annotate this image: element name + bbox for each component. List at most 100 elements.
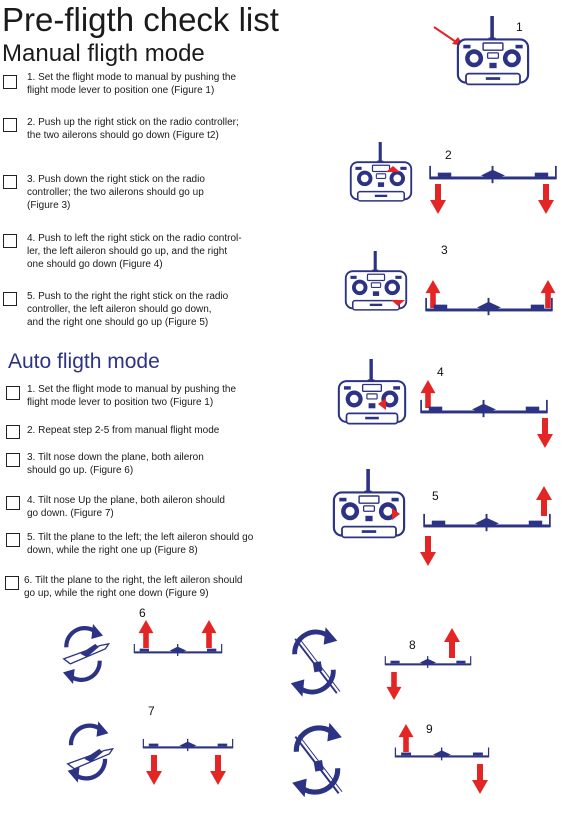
aileron-down-arrow xyxy=(146,755,162,785)
stick-arrow xyxy=(392,508,400,520)
manual-mode-heading: Manual fligth mode xyxy=(2,40,205,67)
aileron-down-arrow xyxy=(386,672,402,700)
checkbox[interactable] xyxy=(3,118,17,132)
plane-wing-icon xyxy=(425,297,553,317)
plane-wing-icon xyxy=(394,746,490,761)
radio-controller-icon xyxy=(337,357,407,425)
manual-step-1: 1. Set the flight mode to manual by push… xyxy=(3,72,303,102)
step-text-line: 3. Tilt nose down the plane, both ailero… xyxy=(27,452,204,463)
figure-label-4: 4 xyxy=(437,365,444,379)
stick-arrow xyxy=(391,300,405,306)
checkbox[interactable] xyxy=(6,453,20,467)
figure-2 xyxy=(349,140,557,214)
plane-wing-icon xyxy=(384,655,472,669)
figure-label-3: 3 xyxy=(441,243,448,257)
figure-8 xyxy=(291,627,472,700)
step-text-line: 1. Set the flight mode to manual by push… xyxy=(27,72,237,83)
stick-arrow xyxy=(378,398,386,410)
figure-label-1: 1 xyxy=(516,20,523,34)
aileron-up-arrow xyxy=(444,628,460,658)
checkbox[interactable] xyxy=(6,386,20,400)
figure-5 xyxy=(332,467,552,566)
figure-label-9: 9 xyxy=(426,722,433,736)
step-text-line: (Figure 3) xyxy=(27,200,71,211)
plane-wing-icon xyxy=(429,165,557,185)
aileron-down-arrow xyxy=(420,536,436,566)
figure-9 xyxy=(292,723,490,797)
step-text-line: 3. Push down the right stick on the radi… xyxy=(27,174,205,185)
step-text-line: 4. Push to left the right stick on the r… xyxy=(27,233,242,244)
aileron-up-arrow xyxy=(420,380,436,408)
auto-mode-heading: Auto fligth mode xyxy=(8,350,160,373)
page-title: Pre-fligth check list xyxy=(2,1,279,38)
step-text-line: 5. Tilt the plane to the left; the left … xyxy=(27,532,254,543)
aileron-up-arrow xyxy=(425,280,441,308)
auto-step-6: 6. Tilt the plane to the right, the left… xyxy=(5,575,305,605)
checkbox[interactable] xyxy=(3,175,17,189)
aileron-up-arrow xyxy=(201,620,217,648)
plane-wing-icon xyxy=(420,398,548,419)
auto-step-5: 5. Tilt the plane to the left; the left … xyxy=(6,532,306,562)
manual-step-4: 4. Push to left the right stick on the r… xyxy=(3,233,303,275)
aileron-down-arrow xyxy=(210,755,226,785)
aileron-down-arrow xyxy=(430,184,446,214)
rotation-arrows-icon xyxy=(292,723,342,797)
checkbox[interactable] xyxy=(3,292,17,306)
step-text-line: 1. Set the flight mode to manual by push… xyxy=(27,384,237,395)
step-text-line: down, while the right one up (Figure 8) xyxy=(27,545,198,556)
figure-1 xyxy=(433,14,530,86)
radio-controller-icon xyxy=(456,14,530,86)
auto-step-2: 2. Repeat step 2-5 from manual flight mo… xyxy=(6,425,306,441)
step-text-line: and the right one should go up (Figure 5… xyxy=(27,317,209,328)
step-text-line: ler, the left aileron should go up, and … xyxy=(27,246,228,257)
figure-label-5: 5 xyxy=(432,489,439,503)
step-text-line: go down. (Figure 7) xyxy=(27,508,114,519)
plane-wing-icon xyxy=(142,738,234,752)
checkbox[interactable] xyxy=(6,496,20,510)
auto-step-3: 3. Tilt nose down the plane, both ailero… xyxy=(6,452,306,482)
manual-step-2: 2. Push up the right stick on the radio … xyxy=(3,117,303,147)
aileron-down-arrow xyxy=(537,418,553,448)
aileron-up-arrow xyxy=(536,486,552,516)
plane-wing-icon xyxy=(423,512,551,533)
radio-controller-icon xyxy=(332,467,406,539)
manual-step-3: 3. Push down the right stick on the radi… xyxy=(3,174,303,216)
figure-label-8: 8 xyxy=(409,638,416,652)
step-text-line: 2. Repeat step 2-5 from manual flight mo… xyxy=(27,425,220,436)
step-text-line: controller; the two ailerons should go u… xyxy=(27,187,204,198)
step-text-line: 6. Tilt the plane to the right, the left… xyxy=(24,575,243,586)
figure-7 xyxy=(68,721,234,785)
figure-6 xyxy=(62,620,223,684)
aileron-down-arrow xyxy=(472,764,488,794)
manual-step-5: 5. Push to the right the right stick on … xyxy=(3,291,303,333)
step-text-line: the two ailerons should go down (Figure … xyxy=(27,130,219,141)
auto-step-4: 4. Tilt nose Up the plane, both aileron … xyxy=(6,495,306,525)
aileron-up-arrow xyxy=(138,620,154,648)
figure-label-7: 7 xyxy=(148,704,155,718)
step-text-line: should go up. (Figure 6) xyxy=(27,465,134,476)
checkbox[interactable] xyxy=(6,425,20,439)
step-text-line: 2. Push up the right stick on the radio … xyxy=(27,117,239,128)
step-text-line: flight mode lever to position two (Figur… xyxy=(27,397,214,408)
step-text-line: flight mode lever to position one (Figur… xyxy=(27,85,215,96)
step-text-line: 4. Tilt nose Up the plane, both aileron … xyxy=(27,495,225,506)
step-text-line: 5. Push to the right the right stick on … xyxy=(27,291,229,302)
stick-arrow xyxy=(386,166,400,172)
step-text-line: controller, the left aileron should go d… xyxy=(27,304,212,315)
figure-4 xyxy=(337,357,553,448)
aileron-up-arrow xyxy=(398,724,414,752)
checkbox[interactable] xyxy=(5,576,19,590)
checkbox[interactable] xyxy=(3,234,17,248)
auto-step-1: 1. Set the flight mode to manual by push… xyxy=(6,384,306,414)
step-text-line: one should go down (Figure 4) xyxy=(27,259,163,270)
side-plane-icon xyxy=(62,643,110,665)
radio-controller-icon xyxy=(349,140,413,203)
step-text-line: go up, while the right one down (Figure … xyxy=(24,588,209,599)
figure-label-2: 2 xyxy=(445,148,452,162)
figure-3 xyxy=(344,249,556,317)
aileron-up-arrow xyxy=(540,280,556,308)
checkbox[interactable] xyxy=(6,533,20,547)
checkbox[interactable] xyxy=(3,75,17,89)
aileron-down-arrow xyxy=(538,184,554,214)
